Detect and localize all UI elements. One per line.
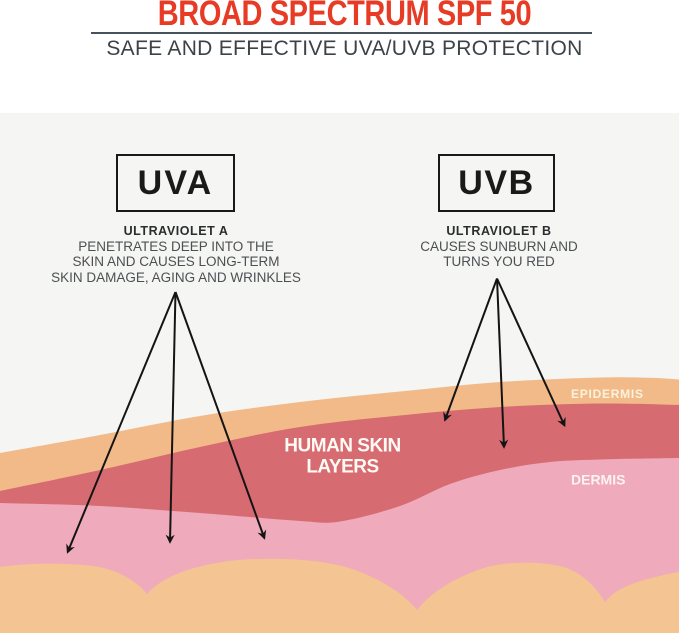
svg-text:EPIDERMIS: EPIDERMIS <box>571 387 644 401</box>
svg-text:HUMAN SKIN: HUMAN SKIN <box>284 436 400 457</box>
svg-text:LAYERS: LAYERS <box>306 457 378 478</box>
svg-text:DERMIS: DERMIS <box>571 472 625 488</box>
